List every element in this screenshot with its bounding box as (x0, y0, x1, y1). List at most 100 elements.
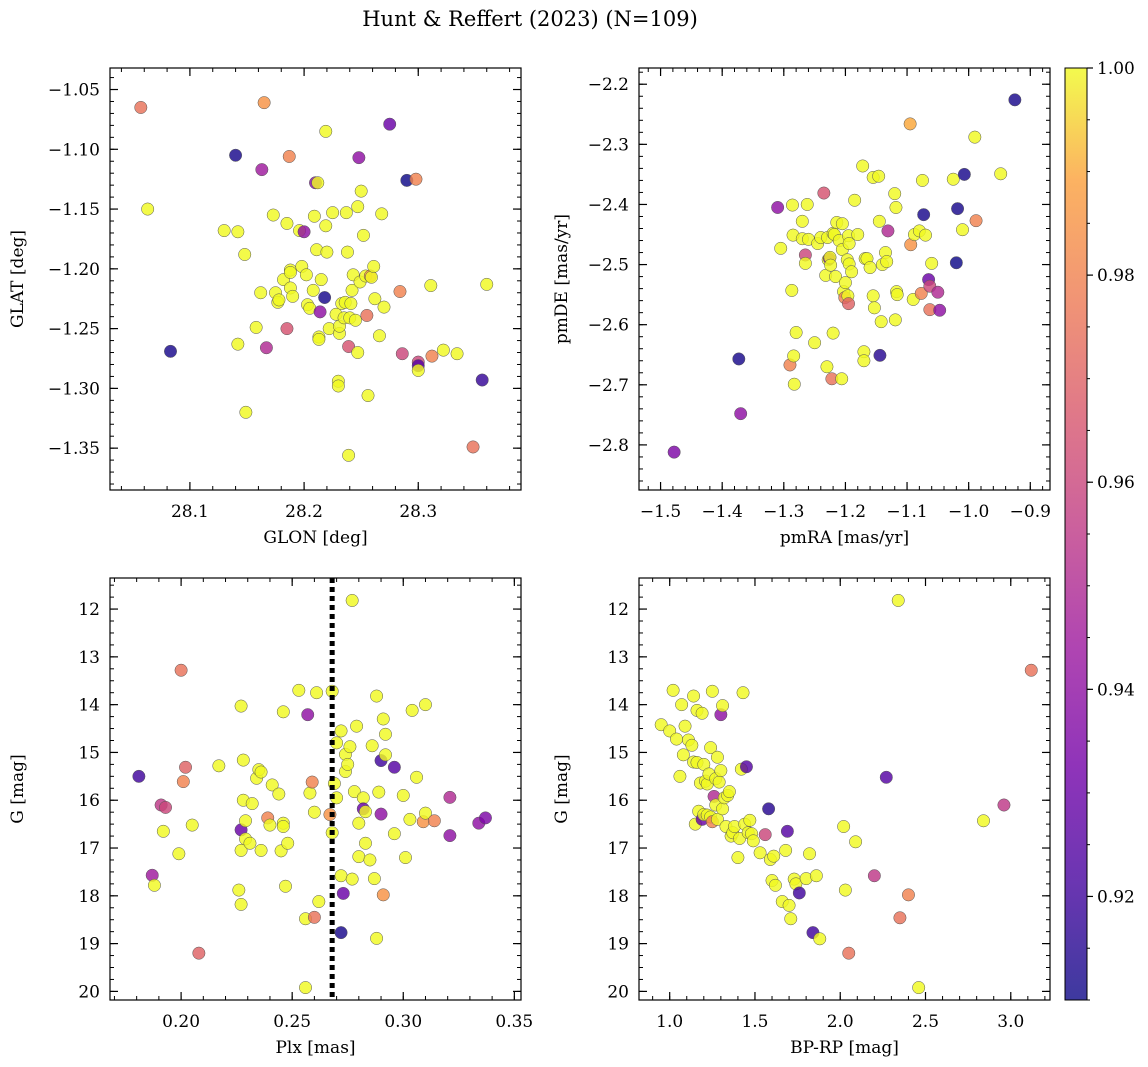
scatter-point (919, 228, 932, 242)
scatter-point (377, 300, 391, 314)
colorbar-tick-label: 0.98 (1097, 266, 1135, 286)
figure-title: Hunt & Reffert (2023) (N=109) (362, 7, 698, 31)
y-tick-label: 14 (78, 696, 100, 716)
y-tick-label: −2.5 (588, 256, 629, 276)
scatter-point (774, 241, 788, 255)
scatter-point (716, 699, 730, 713)
scatter-point (889, 201, 903, 214)
x-tick-label: 2.0 (827, 1012, 854, 1032)
scatter-point (254, 765, 268, 779)
scatter-point (370, 931, 384, 945)
x-tick-label: −1.0 (948, 502, 989, 522)
scatter-point (314, 273, 328, 287)
scatter-point (409, 172, 423, 186)
y-tick-label: 14 (607, 696, 629, 716)
scatter-point (768, 878, 782, 892)
scatter-point (405, 703, 419, 717)
scatter-point (176, 775, 190, 789)
scatter-point (902, 888, 915, 902)
scatter-panel-2: −1.5 −1.4 −1.3 −1.2 −1.1 −1.0 −0.9 −2.8 −2.7 −2.6… (552, 67, 1051, 548)
scatter-point (838, 276, 852, 290)
scatter-point (436, 343, 450, 357)
scatter-point (263, 818, 277, 832)
scatter-point (829, 270, 843, 284)
scatter-point (350, 719, 364, 733)
colorbar-tick-label: 0.96 (1097, 473, 1135, 493)
y-tick-label: 12 (607, 600, 629, 620)
scatter-point (313, 305, 327, 319)
scatter-point (731, 851, 745, 865)
scatter-point (849, 835, 863, 849)
scatter-point (838, 883, 852, 897)
scatter-point (835, 217, 849, 231)
scatter-point (480, 277, 494, 291)
scatter-point (800, 198, 814, 211)
scatter-point (319, 219, 333, 233)
scatter-point (813, 932, 827, 946)
scatter-point (867, 301, 881, 315)
x-tick-label: 2.5 (912, 1012, 939, 1032)
scatter-point (326, 206, 340, 220)
scatter-point (784, 912, 798, 926)
scatter-point (343, 740, 357, 754)
y-axis-label: G [mag] (8, 754, 28, 823)
y-tick-label: −2.7 (588, 376, 629, 396)
scatter-point (743, 813, 757, 827)
axis-ticks (110, 68, 521, 490)
y-tick-label: −1.25 (48, 320, 100, 340)
scatter-point (977, 814, 990, 828)
scatter-point (842, 946, 856, 960)
scatter-point (722, 785, 736, 799)
scatter-point (705, 684, 719, 698)
scatter-point (234, 699, 248, 713)
scatter-point (450, 347, 464, 361)
scatter-point (239, 405, 253, 419)
scatter-point (265, 778, 279, 792)
scatter-point (427, 814, 441, 828)
scatter-point (903, 117, 917, 131)
scatter-point (787, 349, 801, 363)
scatter-point (710, 750, 724, 764)
scatter-point (132, 769, 146, 783)
scatter-point (351, 346, 365, 359)
colorbar-tick-label: 0.92 (1097, 887, 1135, 907)
scatter-point (387, 827, 401, 841)
scatter-point (231, 337, 245, 351)
scatter-point (364, 270, 378, 284)
scatter-panel-3: 0.20 0.25 0.30 0.35 12 13 14 15 16 17 18 19 20 Plx [m… (8, 577, 533, 1058)
scatter-point (767, 849, 781, 863)
scatter-point (352, 151, 366, 165)
scatter-point (359, 805, 372, 819)
colorbar: 0.92 0.94 0.96 0.98 1.00 (1064, 59, 1135, 1001)
scatter-point (281, 836, 295, 850)
x-axis-label: GLON [deg] (263, 528, 367, 548)
y-tick-label: 16 (78, 791, 100, 811)
scatter-point (341, 245, 354, 259)
scatter-point (266, 208, 280, 222)
y-tick-label: 19 (78, 935, 100, 955)
scatter-point (399, 851, 412, 865)
scatter-point (356, 791, 370, 805)
scatter-point (395, 347, 409, 361)
scatter-point (890, 288, 904, 302)
scatter-point (842, 297, 855, 311)
y-tick-label: −2.2 (588, 75, 629, 95)
scatter-point (808, 336, 822, 350)
axis-ticks (639, 578, 1050, 1000)
scatter-point (856, 159, 870, 173)
scatter-point (292, 683, 306, 697)
scatter-point (931, 285, 945, 299)
scatter-point (419, 806, 432, 820)
scatter-point (785, 283, 799, 297)
scatter-point (1024, 663, 1038, 677)
scatter-point (837, 820, 851, 833)
y-tick-label: 13 (78, 648, 100, 668)
scatter-point (279, 879, 292, 893)
scatter-point (280, 216, 294, 230)
scatter-point (345, 283, 359, 297)
scatter-point (359, 836, 372, 850)
x-tick-label: 28.3 (399, 502, 437, 522)
scatter-point (360, 309, 374, 322)
scatter-point (352, 816, 366, 830)
scatter-point (299, 268, 313, 282)
